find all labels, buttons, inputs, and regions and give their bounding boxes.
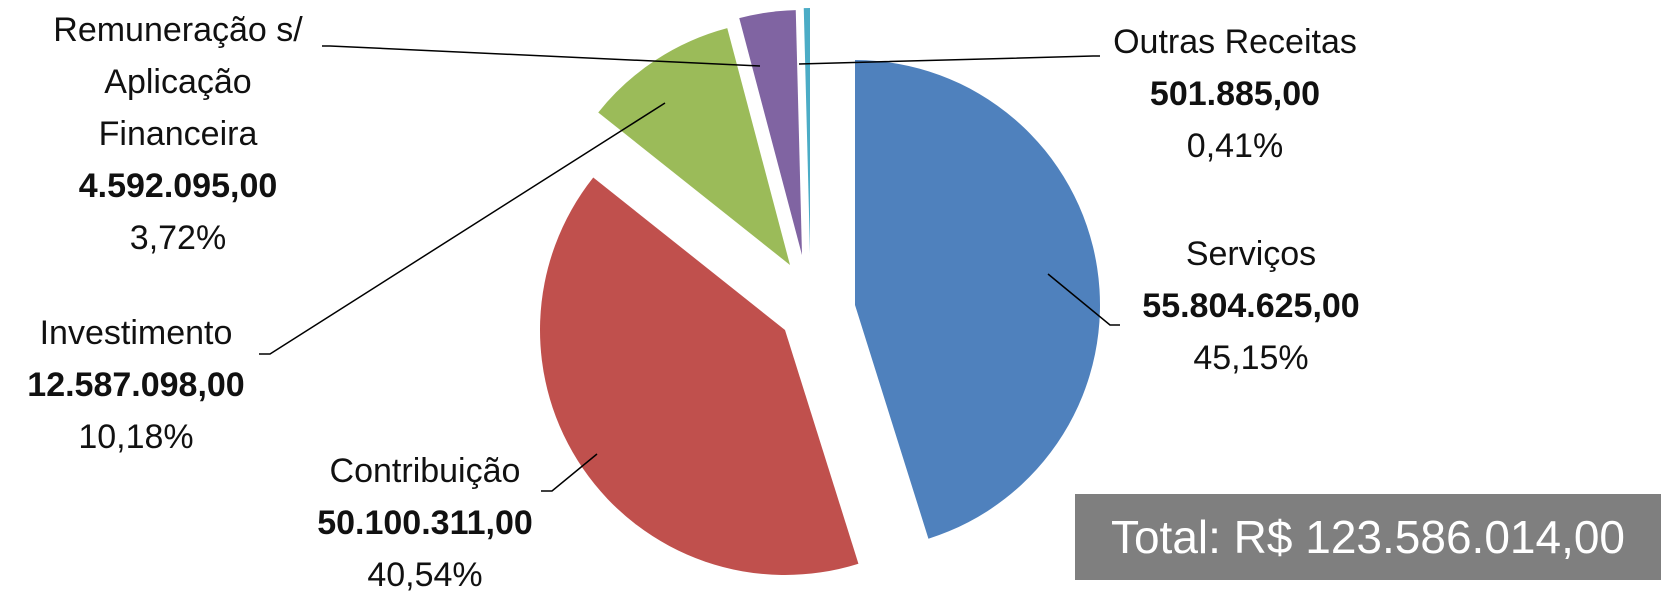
data-label-percent-servicos: 45,15% — [1193, 339, 1308, 377]
data-label-value-contribuicao: 50.100.311,00 — [317, 504, 533, 542]
pie-slice-outras-receitas — [803, 8, 810, 253]
data-label-name-contribuicao: Contribuição — [330, 452, 521, 490]
data-label-percent-contribuicao: 40,54% — [367, 556, 482, 594]
data-label-name-investimento: Investimento — [40, 314, 233, 352]
data-label-percent-remuneracao-s-aplicacao-financeira: 3,72% — [130, 219, 226, 257]
data-label-value-outras-receitas: 501.885,00 — [1150, 75, 1320, 113]
leader-line-contribuicao — [541, 453, 598, 492]
leader-line-outras-receitas — [798, 55, 1100, 65]
total-badge: Total: R$ 123.586.014,00 — [1075, 494, 1661, 580]
data-label-value-investimento: 12.587.098,00 — [27, 366, 244, 404]
data-label-value-servicos: 55.804.625,00 — [1142, 287, 1359, 325]
data-label-value-remuneracao-s-aplicacao-financeira: 4.592.095,00 — [79, 167, 278, 205]
pie-slice-remuneracao-s-aplicacao-financeira — [739, 10, 802, 255]
leader-line-investimento — [259, 102, 666, 355]
data-label-percent-investimento: 10,18% — [78, 418, 193, 456]
data-label-name-remuneracao-s-aplicacao-financeira: Remuneração s/ — [53, 11, 303, 49]
data-label-percent-outras-receitas: 0,41% — [1187, 127, 1283, 165]
pie-slice-contribuicao — [540, 177, 859, 575]
pie-slice-investimento — [598, 28, 790, 265]
leader-line-remuneracao-s-aplicacao-financeira — [322, 45, 761, 67]
data-label-name-remuneracao-s-aplicacao-financeira: Aplicação — [104, 63, 251, 101]
data-label-name-remuneracao-s-aplicacao-financeira: Financeira — [99, 115, 258, 153]
data-label-name-outras-receitas: Outras Receitas — [1113, 23, 1357, 61]
leader-line-servicos — [1047, 273, 1120, 326]
data-label-name-servicos: Serviços — [1186, 235, 1316, 273]
pie-slice-servicos — [855, 60, 1100, 539]
